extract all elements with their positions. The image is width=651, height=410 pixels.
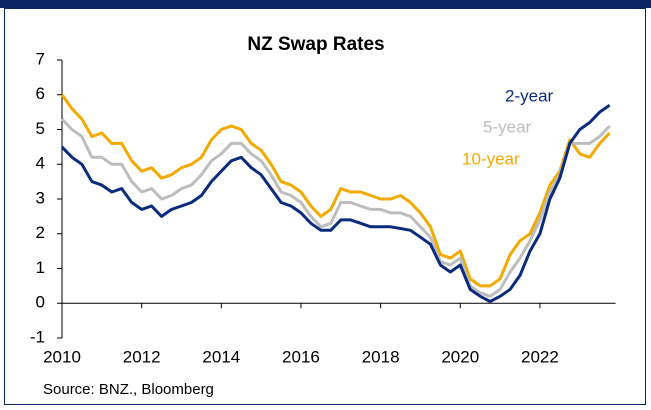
- legend-label: 2-year: [505, 86, 554, 105]
- chart-title: NZ Swap Rates: [247, 34, 384, 55]
- frame: [4, 8, 646, 405]
- y-tick-label: 3: [36, 188, 45, 207]
- series-line: [60, 103, 611, 303]
- x-tick-label: 2020: [441, 347, 479, 366]
- legend-label: 5-year: [483, 117, 532, 136]
- x-tick-label: 2012: [123, 347, 161, 366]
- y-tick-label: 7: [36, 49, 45, 68]
- x-tick-label: 2018: [362, 347, 400, 366]
- x-tick-label: 2022: [521, 347, 559, 366]
- source-note: Source: BNZ., Bloomberg: [43, 381, 214, 398]
- top-bar: [0, 0, 651, 8]
- legend-label: 10-year: [462, 149, 520, 168]
- series-line: [60, 93, 611, 288]
- y-tick-label: 4: [36, 154, 45, 173]
- y-tick-label: 2: [36, 223, 45, 242]
- x-tick-label: 2010: [43, 347, 81, 366]
- x-tick-label: 2014: [202, 347, 240, 366]
- series-line: [60, 118, 611, 298]
- y-tick-label: 5: [36, 119, 45, 138]
- y-tick-label: 1: [36, 258, 45, 277]
- y-tick-label: -1: [30, 327, 45, 346]
- y-tick-label: 0: [36, 293, 45, 312]
- x-tick-label: 2016: [282, 347, 320, 366]
- y-tick-label: 6: [36, 84, 45, 103]
